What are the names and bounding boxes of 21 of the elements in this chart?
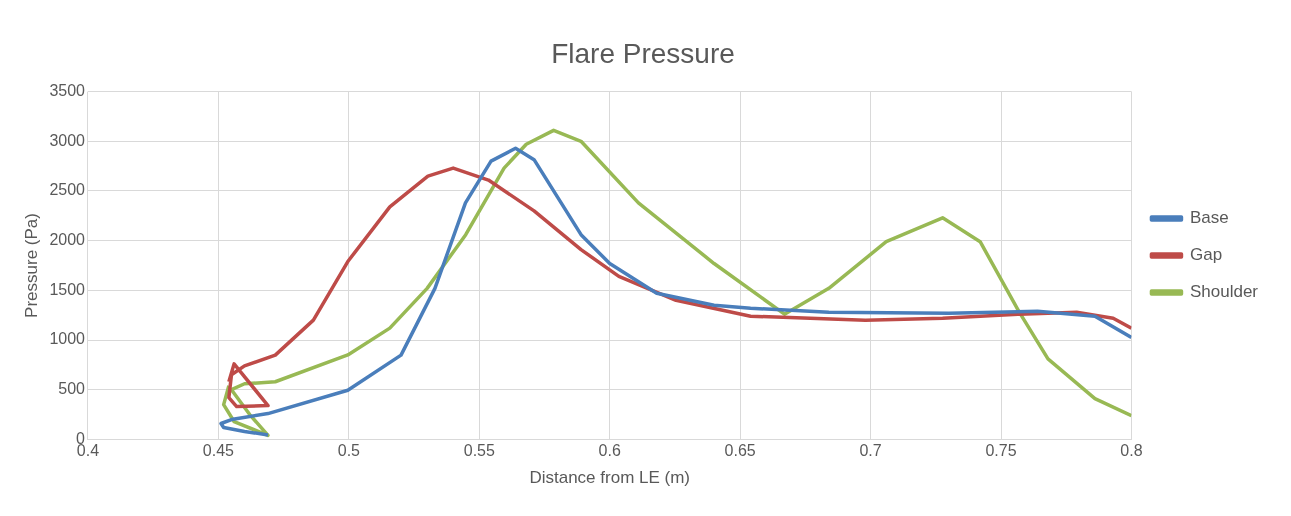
y-tick-label: 1000 (49, 330, 86, 348)
x-tick-label: 0.5 (337, 442, 361, 460)
x-tick-label: 0.75 (985, 442, 1017, 460)
y-tick-label: 500 (58, 380, 86, 398)
x-tick-label: 0.8 (1120, 442, 1143, 460)
y-tick-label: 3000 (49, 131, 86, 149)
y-tick-label: 1500 (49, 280, 86, 298)
y-axis-title: Pressure (Pa) (21, 213, 41, 318)
chart-title: Flare Pressure (551, 37, 735, 69)
x-tick-label: 0.7 (859, 442, 882, 460)
x-axis-title: Distance from LE (m) (529, 468, 691, 488)
x-tick-label: 0.65 (724, 442, 756, 460)
legend-label: Gap (1189, 245, 1223, 265)
legend-label: Base (1189, 208, 1229, 228)
x-tick-label: 0.55 (463, 442, 495, 460)
y-tick-label: 2000 (49, 231, 86, 249)
x-tick-label: 0.45 (202, 442, 235, 460)
legend-label: Shoulder (1189, 282, 1259, 302)
y-tick-label: 2500 (49, 181, 86, 199)
y-tick-label: 3500 (49, 82, 86, 100)
x-tick-label: 0.6 (598, 442, 621, 460)
